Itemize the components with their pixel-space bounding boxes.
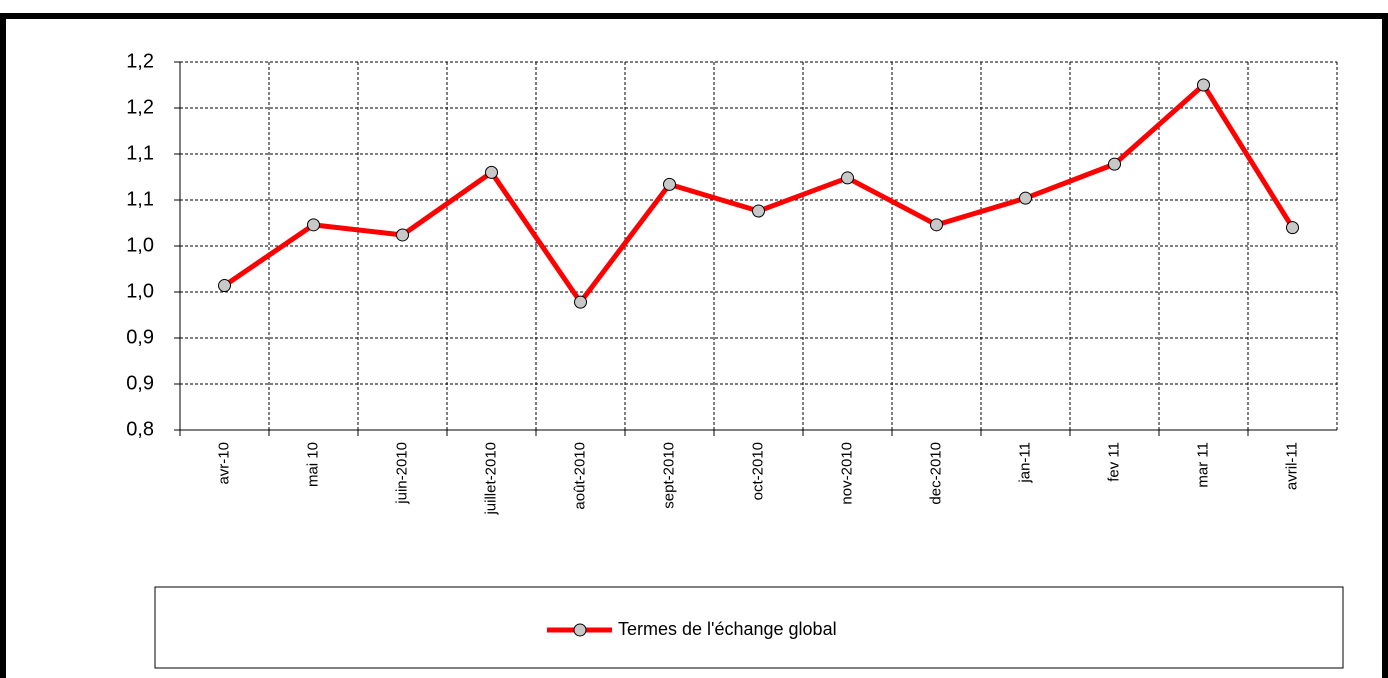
point [307,218,320,232]
point [930,218,943,232]
point [841,171,854,185]
legend-marker [573,623,587,637]
x-tick-label: juillet-2010 [482,442,499,516]
point [1286,221,1299,235]
y-tick-label: 0,9 [126,372,154,394]
y-tick-label: 1,0 [126,280,154,302]
x-tick-label: juin-2010 [393,442,410,505]
x-tick-label: mar 11 [1194,442,1211,488]
y-tick-label: 0,9 [126,326,154,348]
point [1108,157,1121,171]
x-tick-label: oct-2010 [749,442,766,500]
line [223,82,1295,305]
legend-label: Termes de l'échange global [618,619,837,639]
y-tick-label: 1,2 [126,50,154,72]
point [663,177,676,191]
x-tick-label: dec-2010 [927,442,944,505]
point [218,279,231,293]
x-tick-label: août-2010 [571,442,588,510]
point [1019,191,1032,205]
legend-box [154,586,1344,669]
x-tick-label: avril-11 [1283,442,1300,490]
y-tick-label: 1,2 [126,96,154,118]
y-tick-label: 1,1 [126,142,154,164]
y-tick-label: 0,8 [126,418,154,440]
x-tick-label: fev 11 [1105,442,1122,482]
point [752,204,765,218]
x-tick-label: jan-11 [1016,442,1033,484]
x-tick-label: avr-10 [215,442,232,485]
point [574,295,587,309]
frame [0,13,1388,678]
y-tick-label: 1,1 [126,188,154,210]
point [396,228,409,242]
point [1197,78,1210,92]
point [485,165,498,179]
x-tick-label: nov-2010 [838,442,855,505]
x-tick-label: sept-2010 [660,442,677,509]
y-tick-label: 1,0 [126,234,154,256]
x-tick-label: mai 10 [304,442,321,487]
